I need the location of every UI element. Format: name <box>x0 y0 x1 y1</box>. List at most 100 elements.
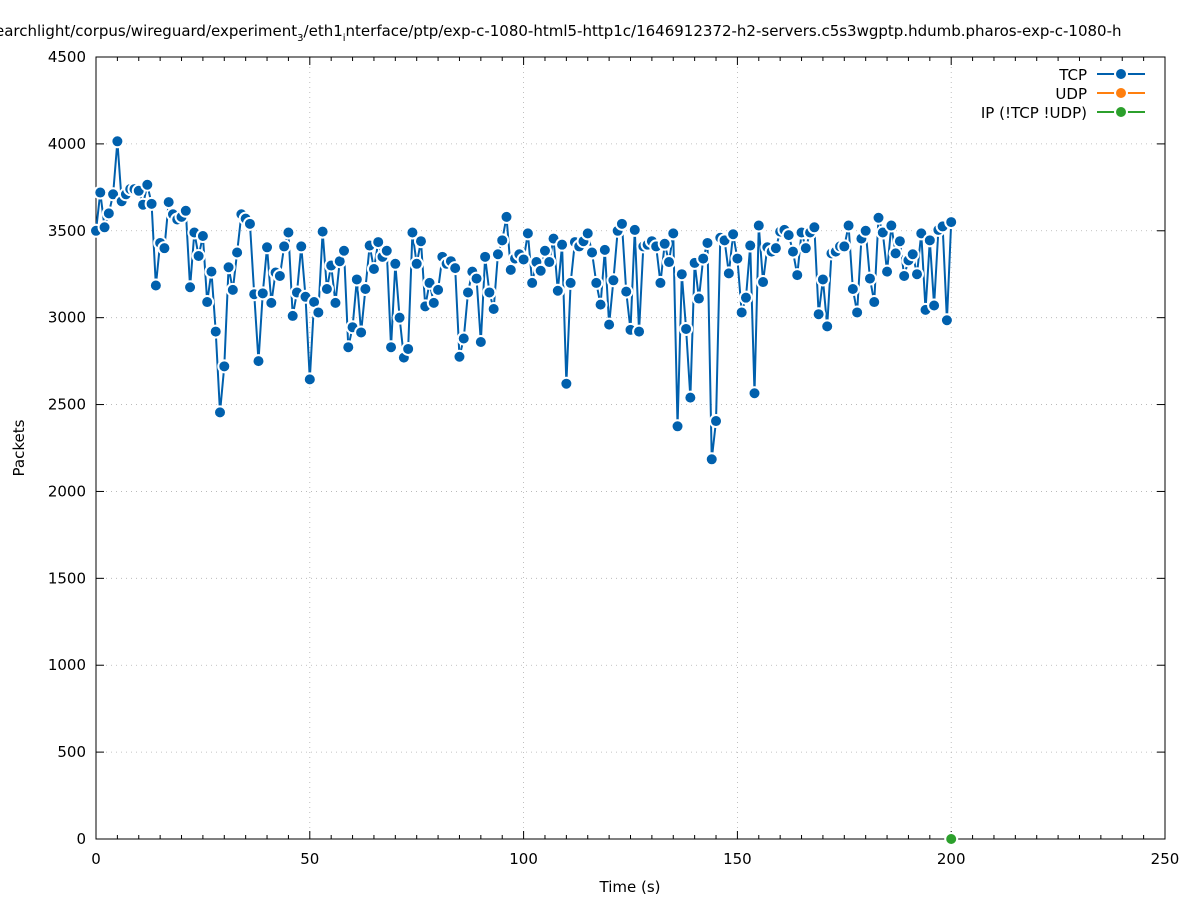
data-point <box>815 272 830 287</box>
data-point <box>97 220 112 235</box>
data-point <box>520 226 535 241</box>
legend-entry-ip: IP (!TCP !UDP) <box>981 104 1145 122</box>
data-point <box>614 216 629 231</box>
data-point <box>200 295 215 310</box>
data-point <box>700 235 715 250</box>
data-point <box>456 331 471 346</box>
data-point <box>178 203 193 218</box>
y-tick-label: 3500 <box>48 222 86 240</box>
y-tick-label: 1000 <box>48 656 86 674</box>
data-point <box>555 237 570 252</box>
data-point <box>593 297 608 312</box>
data-point <box>110 134 125 149</box>
data-point <box>482 285 497 300</box>
data-point <box>781 228 796 243</box>
series-layer <box>89 134 959 846</box>
data-point <box>691 291 706 306</box>
y-tick-label: 4500 <box>48 48 86 66</box>
data-point <box>328 295 343 310</box>
data-point <box>632 324 647 339</box>
x-tick-label: 200 <box>937 850 966 868</box>
data-point <box>183 280 198 295</box>
data-point <box>862 271 877 286</box>
data-point <box>431 282 446 297</box>
data-point <box>730 251 745 266</box>
data-point <box>837 239 852 254</box>
data-point <box>448 261 463 276</box>
data-point <box>542 255 557 270</box>
data-point <box>674 267 689 282</box>
y-tick-label: 500 <box>57 743 86 761</box>
data-point <box>683 390 698 405</box>
data-point <box>884 218 899 233</box>
data-point <box>217 359 232 374</box>
data-point <box>944 215 959 230</box>
y-tick-label: 1500 <box>48 569 86 587</box>
data-point <box>405 225 420 240</box>
data-point <box>225 282 240 297</box>
legend: TCP UDP IP (!TCP !UDP) <box>981 66 1145 122</box>
data-point <box>811 307 826 322</box>
data-point <box>922 233 937 248</box>
data-point <box>738 290 753 305</box>
axis-ticks: 0 500 1000 1500 2000 2500 3000 3500 4000 4500 0 50 1… <box>48 48 1180 868</box>
data-point <box>550 283 565 298</box>
data-point <box>366 262 381 277</box>
data-point <box>281 225 296 240</box>
data-point <box>401 341 416 356</box>
data-point <box>619 284 634 299</box>
data-point <box>490 247 505 262</box>
data-point <box>747 386 762 401</box>
data-point <box>221 260 236 275</box>
data-point <box>251 354 266 369</box>
data-point <box>533 263 548 278</box>
data-point <box>790 268 805 283</box>
data-point <box>140 177 155 192</box>
data-point <box>294 239 309 254</box>
data-point <box>341 340 356 355</box>
data-point <box>285 308 300 323</box>
data-point <box>944 832 959 846</box>
data-point <box>785 244 800 259</box>
data-point <box>858 223 873 238</box>
data-point <box>537 243 552 258</box>
data-point <box>358 281 373 296</box>
data-point <box>602 317 617 332</box>
data-point <box>871 210 886 225</box>
series-tcp <box>89 134 959 467</box>
data-point <box>734 305 749 320</box>
data-point <box>371 235 386 250</box>
data-point <box>499 209 514 224</box>
data-point <box>867 295 882 310</box>
data-point <box>93 185 108 200</box>
legend-swatch-marker <box>1114 105 1128 119</box>
data-point <box>208 324 223 339</box>
data-point <box>563 275 578 290</box>
data-point <box>743 238 758 253</box>
data-point <box>101 206 116 221</box>
data-point <box>888 246 903 261</box>
data-point <box>473 335 488 349</box>
data-point <box>516 252 531 267</box>
data-point <box>426 295 441 310</box>
data-point <box>157 241 172 256</box>
data-point <box>559 376 574 391</box>
data-point <box>525 275 540 290</box>
y-tick-label: 3000 <box>48 309 86 327</box>
data-point <box>337 243 352 258</box>
y-tick-label: 0 <box>76 830 86 848</box>
data-point <box>845 281 860 296</box>
data-point <box>679 321 694 336</box>
data-point <box>653 275 668 290</box>
x-tick-label: 100 <box>509 850 538 868</box>
data-point <box>670 419 685 434</box>
data-point <box>661 255 676 270</box>
data-point <box>751 218 766 233</box>
x-axis-label: Time (s) <box>599 878 661 896</box>
data-point <box>349 272 364 287</box>
data-point <box>452 349 467 364</box>
legend-entry-udp: UDP <box>1055 85 1145 103</box>
data-point <box>315 224 330 239</box>
data-point <box>242 216 257 231</box>
data-point <box>909 267 924 282</box>
